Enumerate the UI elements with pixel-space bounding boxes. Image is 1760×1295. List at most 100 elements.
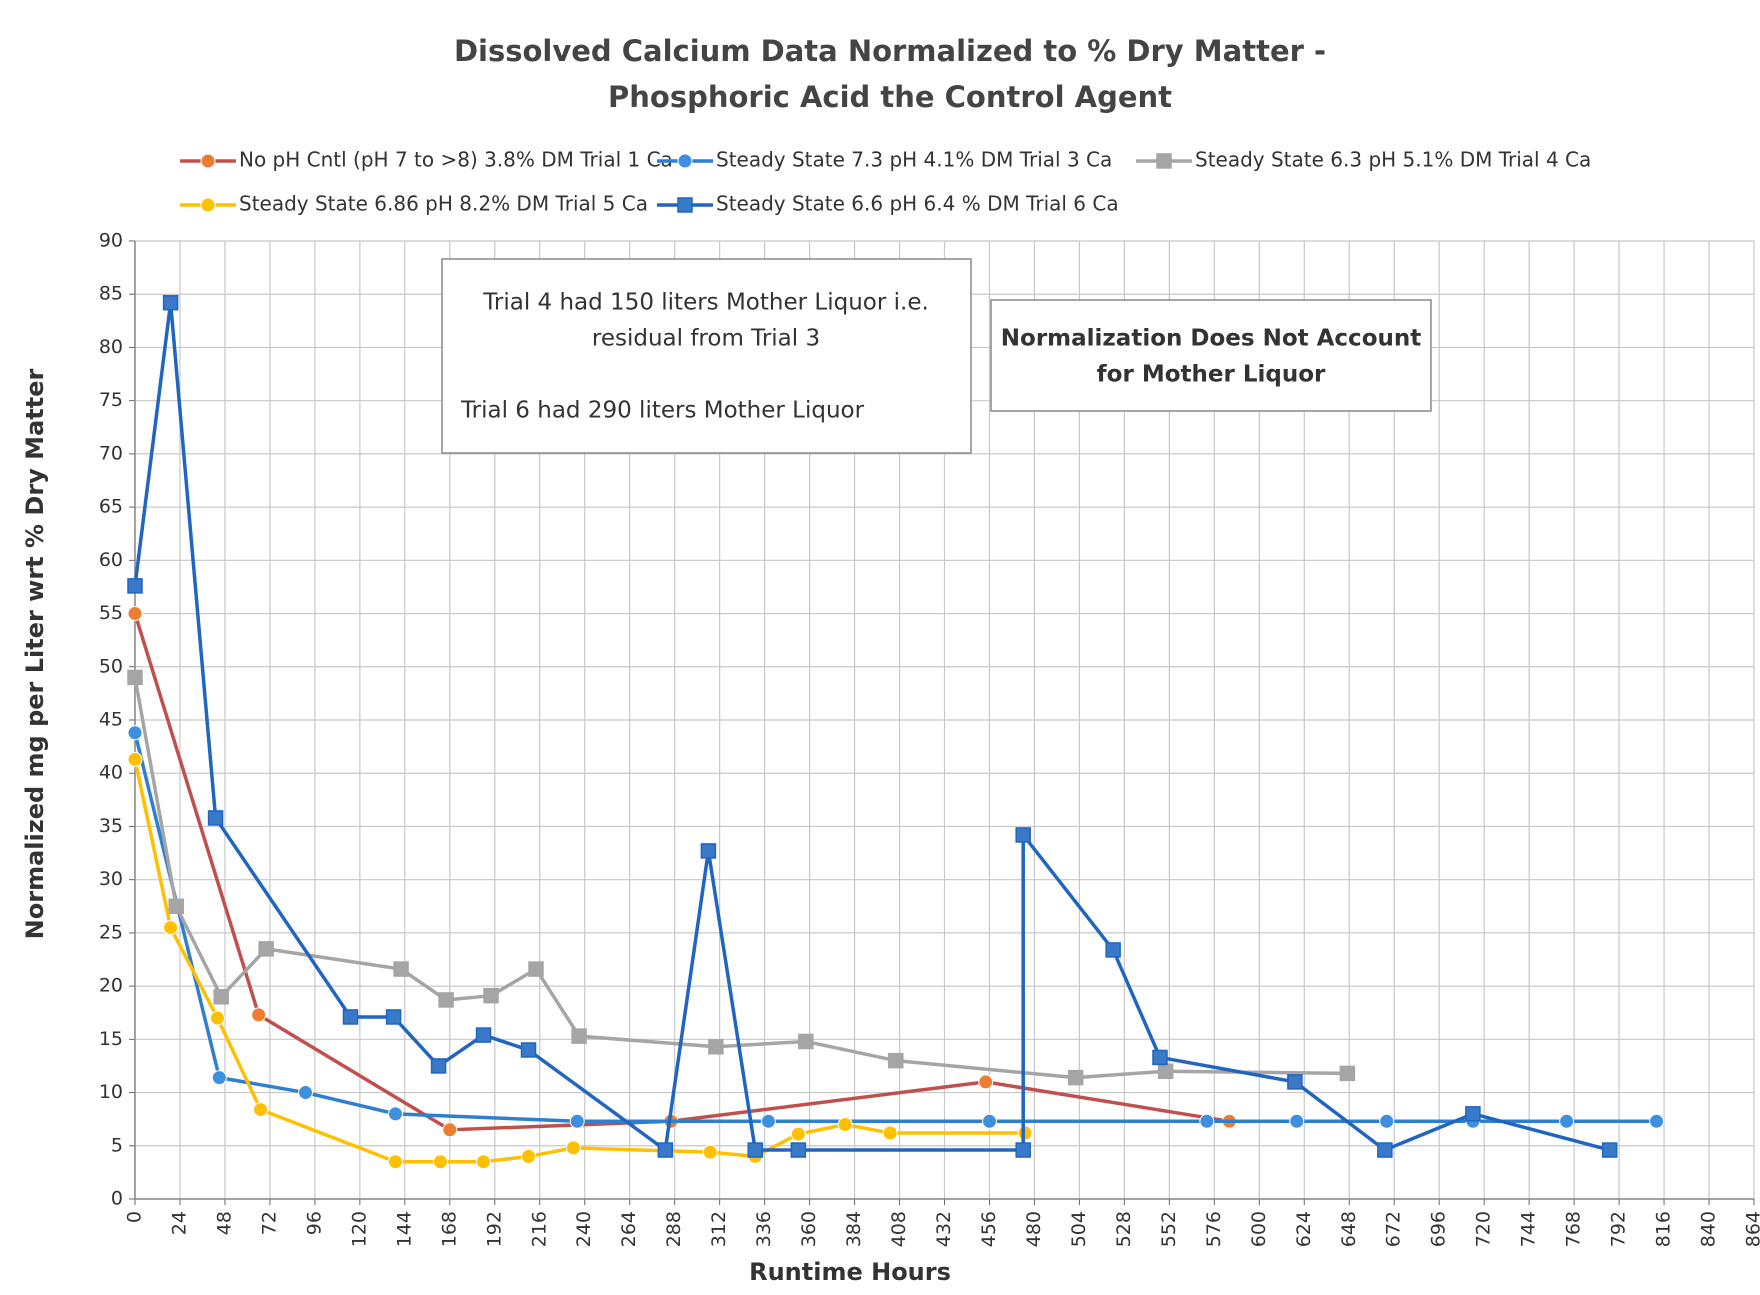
x-tick-label: 264 (618, 1211, 640, 1247)
data-point (747, 1142, 763, 1158)
legend-marker (677, 197, 693, 213)
data-point (393, 961, 409, 977)
data-point (209, 1010, 225, 1026)
y-tick-label: 50 (99, 655, 123, 677)
data-point (1465, 1106, 1481, 1122)
x-tick-label: 432 (933, 1211, 955, 1247)
data-point (207, 810, 224, 826)
data-point (571, 1028, 587, 1044)
data-point (442, 1122, 458, 1138)
data-point (1601, 1142, 1618, 1158)
y-tick-label: 65 (99, 496, 123, 518)
x-tick-label: 168 (438, 1211, 460, 1247)
data-point (790, 1126, 806, 1142)
legend-label: No pH Cntl (pH 7 to >8) 3.8% DM Trial 1 … (239, 148, 673, 172)
data-point (882, 1125, 898, 1141)
x-tick-label: 96 (303, 1211, 325, 1235)
legend-item: Steady State 6.6 pH 6.4 % DM Trial 6 Ca (657, 192, 1119, 216)
x-tick-label: 384 (843, 1211, 865, 1247)
data-point (127, 725, 143, 741)
x-tick-label: 48 (213, 1211, 235, 1235)
annotation-box (441, 258, 972, 454)
data-point (475, 1027, 492, 1043)
data-point (1339, 1065, 1356, 1082)
annotation-box (990, 299, 1432, 412)
y-tick-label: 30 (99, 868, 123, 890)
y-tick-label: 70 (99, 442, 123, 464)
y-tick-label: 25 (99, 921, 123, 943)
data-point (127, 578, 143, 594)
x-tick-label: 816 (1653, 1211, 1675, 1247)
y-tick-label: 75 (99, 389, 123, 411)
data-point (1199, 1113, 1215, 1129)
data-point (1015, 1142, 1031, 1158)
data-point (387, 1154, 403, 1170)
y-tick-label: 85 (99, 283, 123, 305)
legend-label: Steady State 6.86 pH 8.2% DM Trial 5 Ca (239, 192, 648, 216)
data-point (978, 1074, 994, 1090)
x-tick-label: 840 (1698, 1211, 1720, 1247)
x-tick-label: 24 (168, 1211, 190, 1235)
data-point (251, 1007, 267, 1023)
x-tick-label: 240 (573, 1211, 595, 1247)
x-tick-label: 408 (888, 1211, 910, 1247)
data-point (438, 992, 454, 1008)
x-tick-label: 672 (1383, 1211, 1405, 1247)
annotation-text: residual from Trial 3 (592, 326, 820, 352)
data-point (528, 961, 544, 977)
data-point (430, 1058, 447, 1074)
data-point (483, 987, 499, 1004)
y-tick-label: 35 (99, 815, 123, 837)
y-tick-label: 80 (99, 336, 123, 358)
data-point (1017, 1125, 1033, 1141)
data-point (387, 1106, 403, 1122)
x-tick-label: 600 (1248, 1211, 1270, 1247)
x-tick-label: 144 (393, 1211, 415, 1247)
data-point (127, 606, 143, 622)
x-tick-label: 192 (483, 1211, 505, 1247)
data-point (163, 920, 179, 936)
data-point (258, 941, 274, 957)
data-point (1152, 1049, 1168, 1066)
x-tick-label: 360 (798, 1211, 820, 1247)
data-point (1649, 1113, 1665, 1129)
chart-title: Phosphoric Acid the Control Agent (608, 80, 1172, 114)
data-point (760, 1113, 776, 1129)
x-tick-label: 624 (1293, 1211, 1315, 1247)
legend-item: Steady State 6.86 pH 8.2% DM Trial 5 Ca (180, 192, 648, 216)
x-tick-label: 768 (1563, 1211, 1585, 1247)
data-point (1559, 1113, 1575, 1129)
legend-marker (1156, 153, 1172, 169)
legend-label: Steady State 6.3 pH 5.1% DM Trial 4 Ca (1195, 148, 1591, 172)
legend-item: Steady State 7.3 pH 4.1% DM Trial 3 Ca (657, 148, 1112, 172)
data-point (432, 1154, 448, 1170)
x-tick-label: 648 (1338, 1211, 1360, 1247)
legend-marker (677, 153, 693, 169)
data-point (1015, 827, 1031, 843)
data-point (1067, 1069, 1084, 1086)
x-tick-label: 528 (1113, 1211, 1135, 1247)
x-tick-label: 504 (1068, 1211, 1090, 1247)
x-tick-label: 312 (708, 1211, 730, 1247)
data-point (127, 669, 143, 686)
x-tick-label: 456 (978, 1211, 1000, 1247)
annotation-text: for Mother Liquor (1097, 362, 1326, 388)
y-tick-label: 0 (111, 1188, 123, 1210)
data-point (1287, 1074, 1303, 1090)
y-tick-label: 90 (99, 230, 123, 252)
y-tick-label: 20 (99, 975, 123, 997)
data-point (298, 1085, 314, 1101)
y-tick-label: 55 (99, 602, 123, 624)
x-tick-label: 480 (1023, 1211, 1045, 1247)
chart-title: Dissolved Calcium Data Normalized to % D… (454, 34, 1326, 68)
y-tick-label: 60 (99, 549, 123, 571)
data-point (1377, 1142, 1393, 1158)
y-tick-label: 10 (99, 1081, 123, 1103)
data-point (211, 1070, 227, 1086)
x-tick-label: 576 (1203, 1211, 1225, 1247)
x-tick-label: 744 (1518, 1211, 1540, 1247)
data-point (790, 1142, 807, 1158)
data-point (888, 1052, 904, 1069)
data-point (520, 1042, 537, 1058)
